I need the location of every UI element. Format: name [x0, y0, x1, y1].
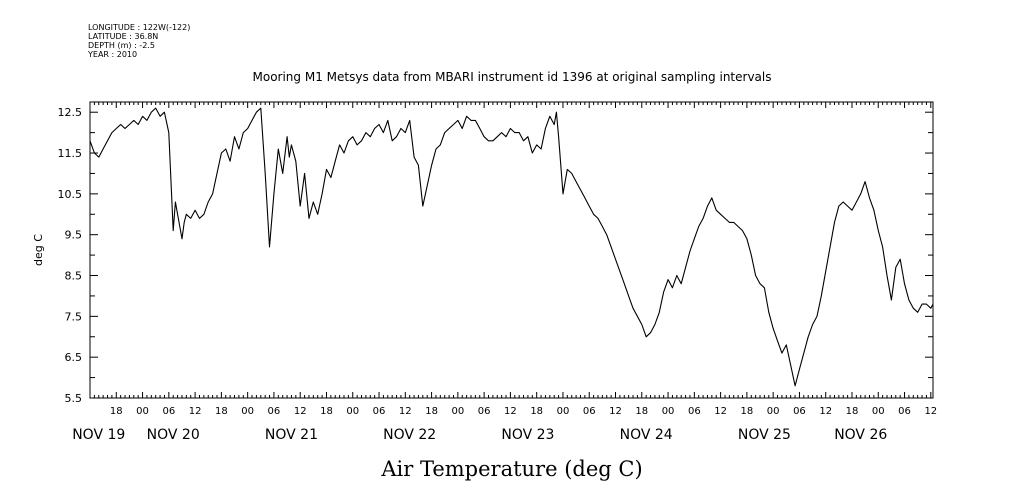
x-tick-label: 00 — [346, 406, 359, 417]
y-tick-label: 11.5 — [58, 147, 83, 160]
x-day-label: NOV 23 — [501, 427, 554, 443]
x-tick-label: 00 — [451, 406, 464, 417]
x-tick-label: 00 — [872, 406, 885, 417]
x-tick-label: 18 — [320, 406, 333, 417]
x-day-label: NOV 24 — [620, 427, 673, 443]
y-tick-label: 5.5 — [65, 392, 83, 405]
x-tick-label: 06 — [478, 406, 491, 417]
x-tick-label: 18 — [846, 406, 859, 417]
x-day-label: NOV 26 — [834, 427, 887, 443]
x-tick-label: 18 — [215, 406, 228, 417]
x-tick-label: 06 — [583, 406, 596, 417]
x-day-label: NOV 25 — [738, 427, 791, 443]
x-tick-label: 18 — [741, 406, 754, 417]
x-day-label: NOV 20 — [147, 427, 200, 443]
x-tick-label: 06 — [898, 406, 911, 417]
longitude-label: LONGITUDE : 122W(-122) — [88, 23, 190, 32]
x-tick-label: 12 — [714, 406, 727, 417]
x-tick-label: 18 — [635, 406, 648, 417]
y-tick-label: 10.5 — [58, 188, 83, 201]
series-layer — [89, 107, 934, 387]
x-tick-label: 12 — [819, 406, 832, 417]
x-tick-label: 00 — [767, 406, 780, 417]
x-tick-label: 06 — [793, 406, 806, 417]
year-label: YEAR : 2010 — [87, 50, 137, 59]
x-tick-label: 18 — [530, 406, 543, 417]
y-tick-label: 8.5 — [65, 270, 83, 283]
y-tick-label: 7.5 — [65, 310, 83, 323]
x-day-label: NOV 22 — [383, 427, 436, 443]
y-tick-label: 12.5 — [58, 106, 83, 119]
latitude-label: LATITUDE : 36.8N — [88, 32, 158, 41]
plot-frame — [89, 101, 934, 399]
x-tick-label: 00 — [136, 406, 149, 417]
x-tick-label: 12 — [294, 406, 307, 417]
depth-label: DEPTH (m) : -2.5 — [88, 41, 155, 50]
y-axis-label: deg C — [32, 234, 45, 266]
x-tick-label: 18 — [425, 406, 438, 417]
x-axis-label: Air Temperature (deg C) — [380, 457, 642, 481]
x-day-label: NOV 19 — [72, 427, 125, 443]
x-tick-label: 12 — [399, 406, 412, 417]
x-axis: 18 00 06 12 18 00 06 12 18 00 06 12 18 00 06 12 18 00 06 12… — [72, 102, 937, 443]
x-tick-label: 18 — [110, 406, 123, 417]
x-tick-label: 12 — [924, 406, 937, 417]
x-tick-label: 06 — [268, 406, 281, 417]
y-tick-label: 9.5 — [65, 229, 83, 242]
x-tick-label: 12 — [504, 406, 517, 417]
x-tick-label: 00 — [557, 406, 570, 417]
x-tick-label: 06 — [373, 406, 386, 417]
air-temperature-line — [89, 107, 934, 387]
y-tick-label: 6.5 — [65, 351, 83, 364]
x-tick-label: 06 — [162, 406, 175, 417]
x-day-label: NOV 21 — [265, 427, 318, 443]
x-tick-label: 12 — [609, 406, 622, 417]
chart-title: Mooring M1 Metsys data from MBARI instru… — [253, 70, 772, 84]
x-tick-label: 12 — [189, 406, 202, 417]
x-tick-label: 00 — [662, 406, 675, 417]
x-tick-label: 00 — [241, 406, 254, 417]
x-tick-label: 06 — [688, 406, 701, 417]
y-axis: 5.5 6.5 7.5 8.5 9.5 10.5 11.5 12.5 — [58, 106, 933, 405]
